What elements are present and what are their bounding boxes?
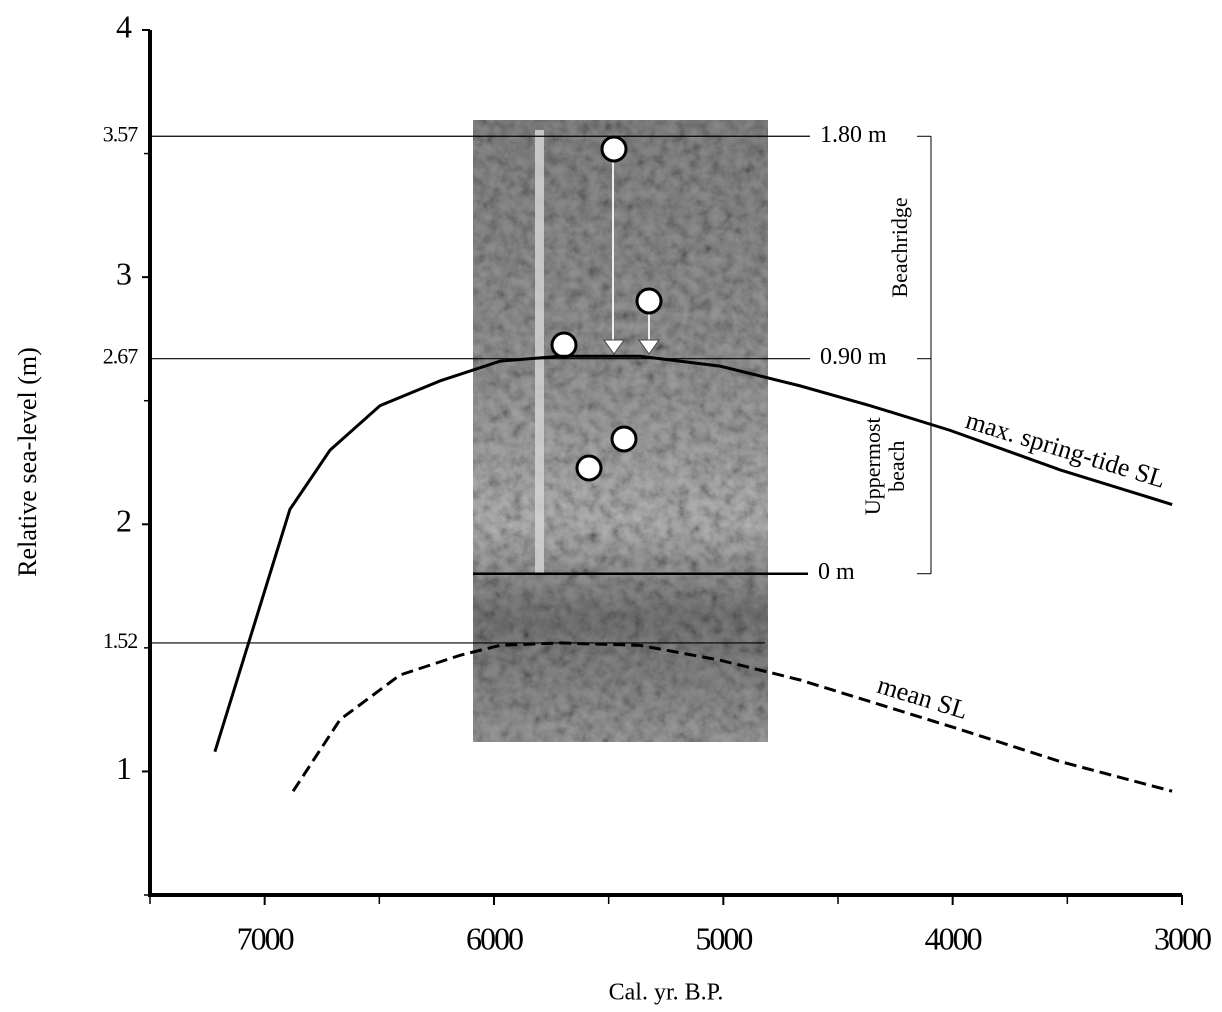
unit-label: beach [884, 441, 909, 492]
y-axis-label: Relative sea-level (m) [13, 347, 42, 577]
photo [473, 120, 768, 742]
y-tick-label: 4 [116, 8, 132, 44]
line [213, 354, 1173, 753]
series-label: mean SL [874, 670, 972, 725]
depth-label: 1.80 m [820, 122, 887, 148]
depth-label: 0 m [818, 559, 855, 585]
x-tick-label: 7000 [237, 920, 294, 956]
unit-label: Uppermost [860, 417, 885, 515]
x-axis-label: Cal. yr. B.P. [609, 980, 724, 1006]
y-tick-label: 2 [116, 503, 132, 539]
series-label: max. spring-tide SL [962, 405, 1169, 493]
depth-label: 0.90 m [820, 344, 887, 370]
x-tick-label: 5000 [695, 920, 752, 956]
x-tick-label: 4000 [925, 920, 982, 956]
reference-label: 2.67 [103, 344, 139, 369]
reference-label: 3.57 [103, 121, 139, 146]
unit-label: Beachridge [887, 197, 912, 297]
x-tick-label: 6000 [466, 920, 523, 956]
line [291, 641, 1173, 793]
x-tick-label: 3000 [1154, 920, 1211, 956]
reference-label: 1.52 [103, 628, 138, 653]
y-tick-label: 3 [116, 255, 132, 291]
y-tick-label: 1 [116, 750, 132, 786]
